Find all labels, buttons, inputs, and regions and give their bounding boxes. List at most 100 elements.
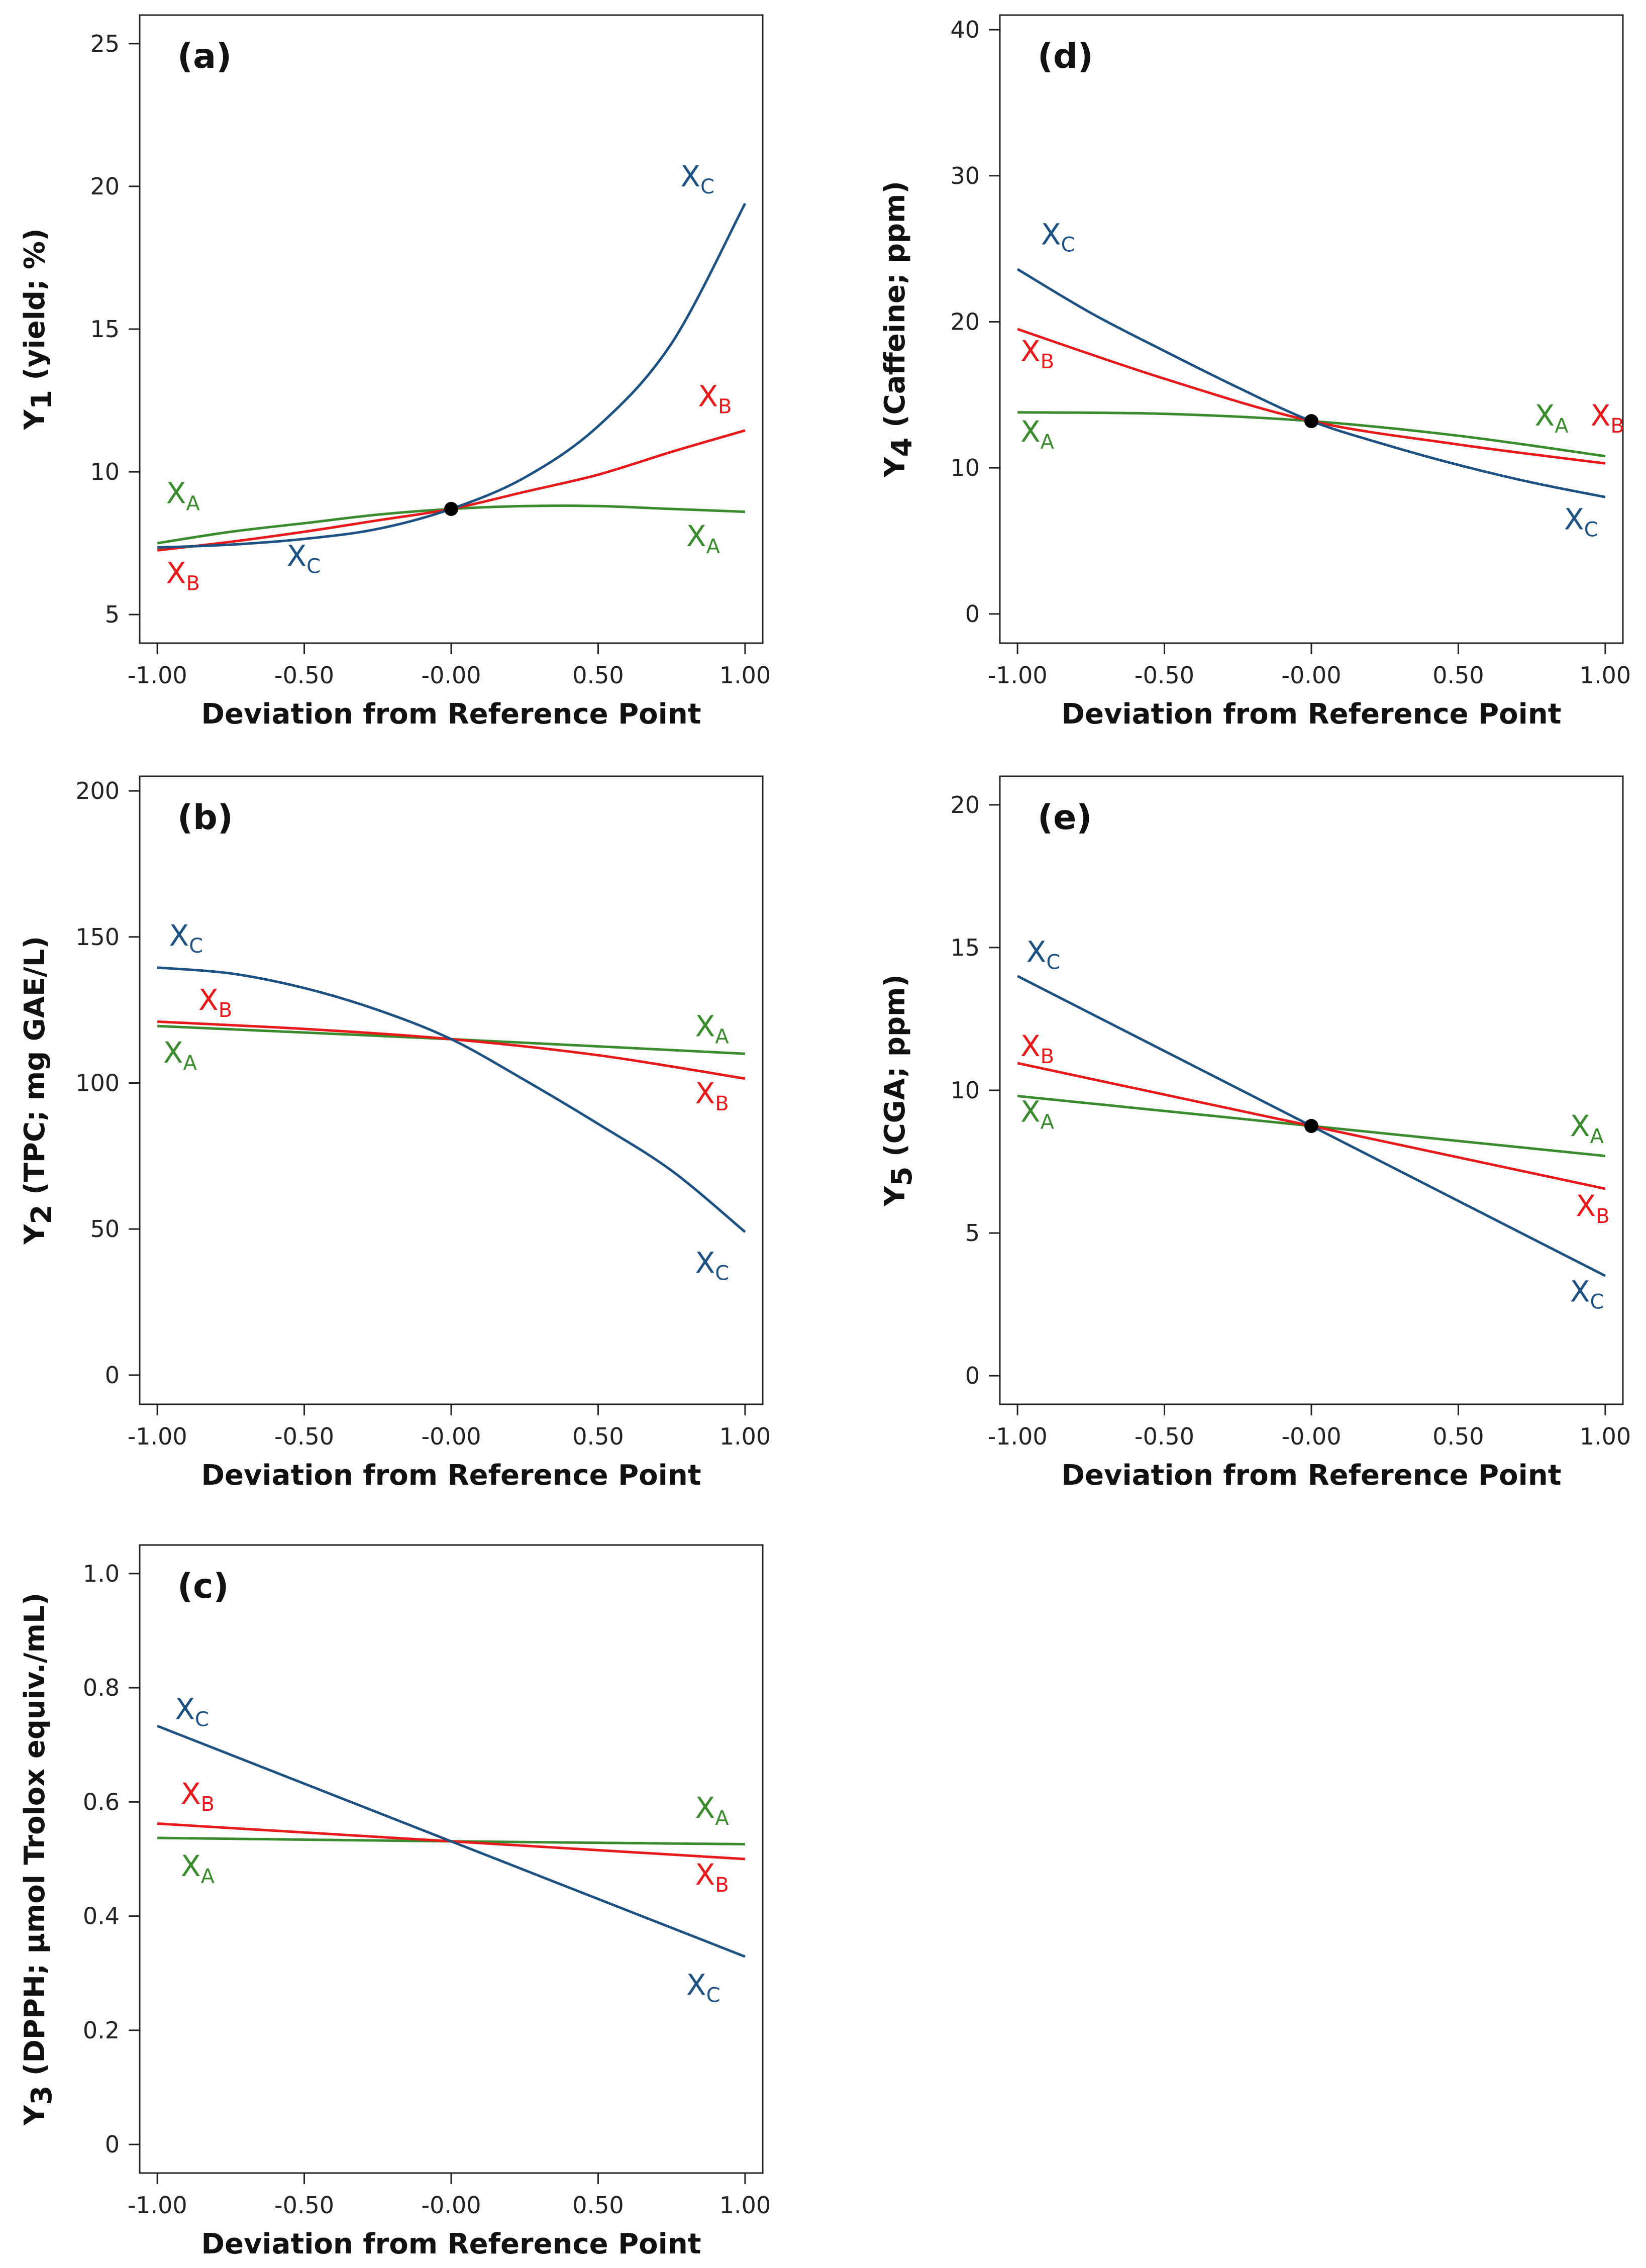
y-tick-label: 0.4	[83, 1903, 120, 1930]
plot-frame	[999, 14, 1624, 644]
y-axis-title: Y2 (TPC; mg GAE/L)	[19, 936, 58, 1245]
plot-frame	[139, 775, 764, 1405]
y-tick-label: 50	[90, 1215, 120, 1243]
series-label-XB: XB	[1020, 334, 1054, 373]
x-tick-label: -0.50	[274, 1423, 334, 1450]
y-tick-label: 150	[75, 923, 120, 951]
x-tick-label: -1.00	[988, 1423, 1048, 1450]
x-tick-label: 0.50	[572, 662, 624, 689]
y-tick-label: 25	[90, 30, 120, 57]
y-tick-label: 0	[965, 600, 980, 628]
y-tick-label: 40	[950, 16, 980, 43]
plot-frame	[139, 1544, 764, 2174]
x-tick-label: -1.00	[128, 1423, 187, 1450]
series-label-XA: XA	[686, 519, 721, 558]
y-axis-title-group: Y1 (yield; %)	[19, 228, 58, 430]
x-tick-label: -0.00	[1281, 662, 1341, 689]
y-axis-title-group: Y3 (DPPH; µmol Trolox equiv./mL)	[19, 1593, 58, 2126]
y-axis-title-group: Y4 (Caffeine; ppm)	[879, 181, 918, 478]
x-tick-label: 1.00	[719, 2192, 771, 2219]
panel-tag: (e)	[1038, 798, 1092, 838]
reference-point-marker	[1304, 1119, 1318, 1133]
x-tick-label: 0.50	[572, 1423, 624, 1450]
y-tick-label: 0	[105, 2131, 120, 2158]
y-tick-label: 30	[950, 162, 980, 189]
x-tick-label: -0.00	[421, 662, 481, 689]
y-tick-label: 5	[965, 1219, 980, 1247]
y-tick-label: 100	[75, 1069, 120, 1096]
series-label-XA: XA	[163, 1036, 197, 1075]
x-tick-label: -0.50	[274, 2192, 334, 2219]
panel-d: 0 10 20 30 40 -1.00 -0.50 -0.00 0.50 1.00 Deviatio…	[879, 14, 1631, 731]
series-line-XC	[157, 202, 747, 549]
plot-frame	[999, 775, 1624, 1405]
panel-tag: (a)	[177, 37, 232, 76]
y-tick-label: 0.2	[83, 2017, 120, 2044]
series-label-XA: XA	[1020, 415, 1055, 454]
x-tick-label: -1.00	[128, 2192, 187, 2219]
series-label-XC: XC	[169, 918, 203, 958]
series-line-XC	[157, 966, 746, 1233]
panel-b: 0 50 100 150 200 -1.00 -0.50 -0.00 0.50 1.00 Devia…	[19, 775, 771, 1492]
y-tick-label: 20	[90, 173, 120, 200]
y-tick-label: 0.6	[83, 1788, 120, 1815]
y-axis-title-group: Y2 (TPC; mg GAE/L)	[19, 936, 58, 1245]
series-label-XA: XA	[695, 1791, 729, 1830]
x-tick-label: -0.50	[1135, 662, 1194, 689]
series-label-XC: XC	[1026, 935, 1061, 974]
x-tick-label: 0.50	[1432, 1423, 1484, 1450]
series-label-XC: XC	[695, 1246, 729, 1285]
reference-point-marker	[444, 501, 458, 516]
y-tick-label: 0	[105, 1362, 120, 1389]
series-label-XB: XB	[1020, 1029, 1054, 1068]
series-label-XC: XC	[286, 539, 321, 578]
x-tick-label: 1.00	[719, 1423, 771, 1450]
series-label-XB: XB	[166, 556, 200, 595]
panel-tag: (b)	[177, 798, 233, 838]
series-line-XC	[1016, 268, 1606, 498]
series-label-XC: XC	[686, 1968, 721, 2007]
series-label-XB: XB	[1576, 1189, 1609, 1228]
panel-tag: (d)	[1038, 37, 1093, 76]
series-label-XB: XB	[198, 983, 232, 1022]
x-tick-label: -0.50	[274, 662, 334, 689]
panel-c: 0 0.2 0.4 0.6 0.8 1.0 -1.00 -0.50 -0.00 0.50 1.00 D…	[19, 1544, 771, 2260]
series-label-XA: XA	[166, 476, 200, 516]
x-tick-label: 1.00	[1580, 1423, 1631, 1450]
series-label-XA: XA	[181, 1849, 215, 1888]
y-tick-label: 10	[950, 1077, 980, 1104]
y-tick-label: 20	[950, 308, 980, 335]
panel-e: 0 5 10 15 20 -1.00 -0.50 -0.00 0.50 1.00 Deviation…	[879, 775, 1631, 1492]
x-tick-label: -1.00	[988, 662, 1048, 689]
y-axis-title-group: Y5 (CGA; ppm)	[879, 974, 918, 1207]
x-tick-label: -0.00	[421, 2192, 481, 2219]
y-tick-label: 200	[75, 777, 120, 804]
series-label-XC: XC	[1570, 1274, 1604, 1313]
x-tick-label: -0.50	[1135, 1423, 1194, 1450]
x-axis-title: Deviation from Reference Point	[1062, 1459, 1562, 1492]
reference-point-marker	[1304, 414, 1318, 429]
y-tick-label: 1.0	[83, 1560, 120, 1587]
y-tick-label: 20	[950, 791, 980, 818]
x-axis-title: Deviation from Reference Point	[1062, 698, 1562, 731]
x-tick-label: 1.00	[719, 662, 771, 689]
series-line-XB	[157, 429, 746, 552]
y-axis-title: Y1 (yield; %)	[19, 228, 58, 430]
series-label-XC: XC	[1564, 502, 1598, 541]
y-tick-label: 10	[90, 458, 120, 485]
plot-frame	[139, 14, 764, 644]
series-label-XB: XB	[181, 1777, 215, 1816]
series-line-XC	[157, 1724, 746, 1958]
series-label-XC: XC	[680, 159, 714, 198]
y-axis-title: Y5 (CGA; ppm)	[879, 974, 918, 1207]
series-label-XA: XA	[1535, 398, 1569, 438]
x-axis-title: Deviation from Reference Point	[201, 1459, 701, 1492]
x-tick-label: 0.50	[1432, 662, 1484, 689]
y-tick-label: 0	[965, 1362, 980, 1389]
x-tick-label: 1.00	[1580, 662, 1631, 689]
y-axis-title: Y3 (DPPH; µmol Trolox equiv./mL)	[19, 1593, 58, 2126]
x-axis-title: Deviation from Reference Point	[201, 2228, 701, 2260]
series-label-XA: XA	[1020, 1095, 1055, 1134]
y-tick-label: 15	[950, 934, 980, 961]
series-label-XB: XB	[698, 379, 732, 418]
